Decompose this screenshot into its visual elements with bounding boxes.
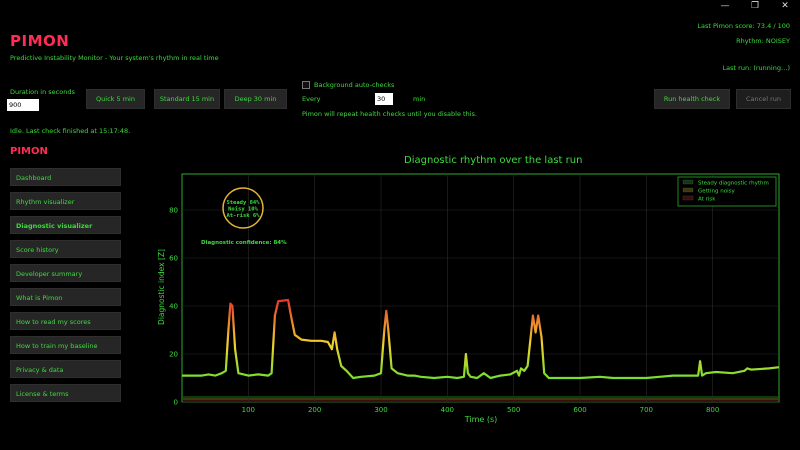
- idle-status: Idle. Last check finished at 15:17:48.: [10, 127, 131, 135]
- y-tick-label: 40: [169, 303, 178, 311]
- window-controls: — ❐ ✕: [710, 0, 800, 14]
- duration-label: Duration in seconds: [10, 88, 75, 96]
- checkbox-icon[interactable]: [302, 81, 310, 89]
- legend-entry: At risk: [698, 197, 716, 203]
- legend-box: [677, 176, 777, 207]
- deep-30-min-button[interactable]: Deep 30 min: [224, 89, 287, 109]
- sidebar-item-rhythm-visualizer[interactable]: Rhythm visualizer: [10, 192, 121, 210]
- steady-band: [183, 396, 778, 398]
- restore-icon[interactable]: ❐: [750, 1, 760, 11]
- app-title: PIMON: [10, 32, 70, 50]
- x-tick-label: 300: [374, 406, 387, 414]
- x-tick-label: 200: [308, 406, 321, 414]
- interval-input[interactable]: [375, 93, 393, 105]
- duration-input[interactable]: [7, 99, 39, 111]
- confidence-label: Diagnostic confidence: 84%: [201, 240, 287, 246]
- sidebar-item-privacy[interactable]: Privacy & data: [10, 360, 121, 378]
- quick-5-min-button[interactable]: Quick 5 min: [86, 89, 145, 109]
- nav-heading: PIMON: [10, 146, 48, 157]
- diagnostic-chart: 100 200 300 400 500 600 700 800 0 20 40 60 80 Steady…: [157, 173, 780, 424]
- x-tick-label: 600: [573, 406, 586, 414]
- sidebar-item-license[interactable]: License & terms: [10, 384, 121, 402]
- y-tick-label: 20: [169, 351, 178, 359]
- score-badge-ring: [222, 187, 264, 229]
- cancel-run-button[interactable]: Cancel run: [736, 89, 791, 109]
- last-score-text: Last Pimon score: 73.4 / 100: [697, 22, 790, 30]
- x-tick-label: 800: [706, 406, 719, 414]
- rhythm-status: Rhythm: NOISEY: [736, 37, 790, 45]
- badge-line: Noisy 10%: [228, 207, 258, 213]
- diagnostic-series-line: [182, 298, 780, 380]
- every-label: Every: [302, 95, 321, 103]
- y-tick-label: 0: [174, 399, 178, 407]
- legend-swatch: [682, 195, 694, 201]
- app-subtitle: Predictive Instability Monitor - Your sy…: [10, 54, 219, 62]
- sidebar-item-train-baseline[interactable]: How to train my baseline: [10, 336, 121, 354]
- minimize-icon[interactable]: —: [720, 1, 730, 11]
- badge-line: At-risk 6%: [226, 213, 260, 219]
- chart-title: Diagnostic rhythm over the last run: [404, 155, 583, 166]
- sidebar-item-read-scores[interactable]: How to read my scores: [10, 312, 121, 330]
- background-checks-toggle[interactable]: Background auto-checks: [302, 81, 394, 89]
- sidebar-item-dashboard[interactable]: Dashboard: [10, 168, 121, 186]
- sidebar-item-what-is-pimon[interactable]: What is Pimon: [10, 288, 121, 306]
- background-checks-label: Background auto-checks: [314, 81, 395, 89]
- run-health-check-button[interactable]: Run health check: [654, 89, 730, 109]
- legend-entry: Getting noisy: [698, 189, 735, 195]
- legend-entry: Steady diagnostic rhythm: [698, 181, 769, 187]
- last-run-status: Last run: (running…): [722, 64, 790, 72]
- sidebar-item-score-history[interactable]: Score history: [10, 240, 121, 258]
- legend-swatch: [682, 187, 694, 193]
- x-tick-label: 500: [507, 406, 520, 414]
- noisy-band: [183, 398, 778, 400]
- y-axis-label: Diagnostic index [Z]: [157, 249, 166, 325]
- risk-band: [183, 400, 778, 402]
- sidebar: Dashboard Rhythm visualizer Diagnostic v…: [10, 168, 121, 408]
- close-icon[interactable]: ✕: [781, 1, 789, 11]
- y-tick-label: 60: [169, 255, 178, 263]
- x-tick-label: 700: [640, 406, 653, 414]
- sidebar-item-diagnostic-visualizer[interactable]: Diagnostic visualizer: [10, 216, 121, 234]
- standard-15-min-button[interactable]: Standard 15 min: [154, 89, 220, 109]
- sidebar-item-developer-summary[interactable]: Developer summary: [10, 264, 121, 282]
- x-tick-label: 100: [242, 406, 255, 414]
- legend-swatch: [682, 179, 694, 185]
- y-tick-label: 80: [169, 207, 178, 215]
- minutes-label: min: [413, 95, 426, 103]
- plot-frame: [181, 173, 780, 403]
- repeat-note: Pimon will repeat health checks until yo…: [302, 110, 477, 118]
- badge-line: Steady 84%: [226, 200, 260, 206]
- x-axis-label: Time (s): [464, 415, 498, 424]
- x-tick-label: 400: [441, 406, 454, 414]
